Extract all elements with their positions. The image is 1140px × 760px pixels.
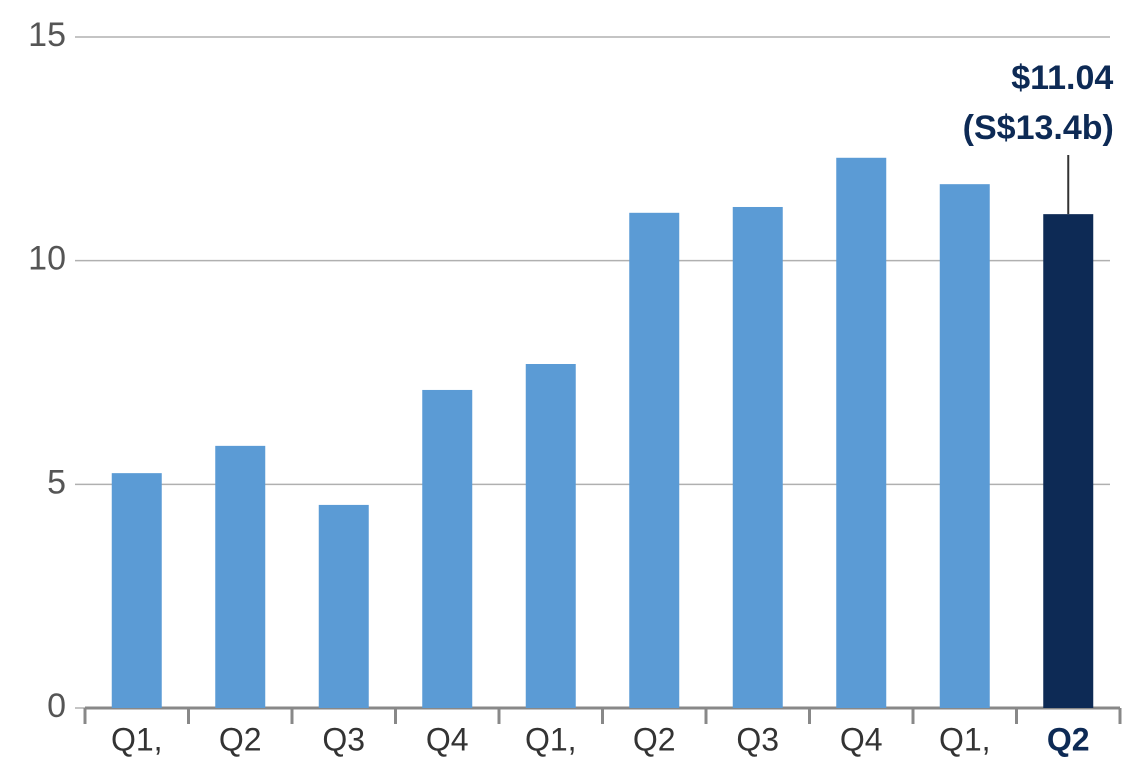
x-tick-label: Q4: [840, 721, 883, 757]
bar: [629, 212, 680, 708]
y-tick-label: 10: [28, 240, 66, 278]
bar: [836, 157, 887, 708]
annotation: (S$13.4b): [963, 109, 1114, 147]
bar: [525, 364, 576, 708]
bar: [732, 206, 783, 708]
x-tick-label: Q3: [736, 721, 779, 757]
bar: [111, 473, 162, 708]
bar: [422, 389, 473, 708]
x-tick-label: Q1,: [939, 721, 991, 757]
y-tick-label: 5: [47, 463, 66, 501]
y-tick-label: 0: [47, 687, 66, 725]
bar: [215, 445, 266, 708]
x-tick-label: Q3: [322, 721, 365, 757]
x-tick-label: Q2: [219, 721, 262, 757]
bar: [318, 504, 369, 708]
bar: [1043, 214, 1094, 709]
bar: [939, 184, 990, 708]
value-label: $11.04: [1011, 59, 1113, 97]
x-tick-label: Q2: [633, 721, 676, 757]
x-tick-label: Q1,: [525, 721, 577, 757]
x-tick-label: Q2: [1047, 721, 1090, 757]
x-tick-label: Q1,: [111, 721, 163, 757]
x-tick-label: Q4: [426, 721, 469, 757]
y-tick-label: 15: [28, 16, 66, 54]
